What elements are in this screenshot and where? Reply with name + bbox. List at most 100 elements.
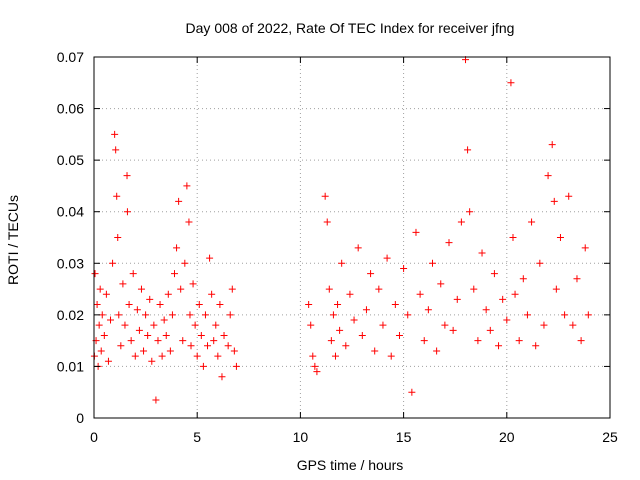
data-point <box>166 347 174 355</box>
data-point <box>193 352 201 360</box>
data-point <box>354 244 362 252</box>
data-point <box>154 337 162 345</box>
data-point <box>183 182 191 190</box>
data-point <box>569 321 577 329</box>
data-point <box>367 270 375 278</box>
data-point <box>173 244 181 252</box>
data-point <box>581 244 589 252</box>
data-point <box>201 311 209 319</box>
data-point <box>362 306 370 314</box>
data-point <box>313 368 321 376</box>
data-point <box>137 285 145 293</box>
data-point <box>445 239 453 247</box>
data-point <box>115 311 123 319</box>
data-point <box>162 331 170 339</box>
data-point <box>503 316 511 324</box>
data-point <box>424 306 432 314</box>
data-point <box>544 172 552 180</box>
data-point <box>109 259 117 267</box>
data-point <box>350 316 358 324</box>
data-point <box>212 321 220 329</box>
data-point <box>210 337 218 345</box>
data-point <box>220 331 228 339</box>
x-tick-label: 20 <box>499 429 515 445</box>
chart-title: Day 008 of 2022, Rate Of TEC Index for r… <box>186 20 515 36</box>
data-point <box>325 285 333 293</box>
data-point <box>511 290 519 298</box>
data-point <box>573 275 581 283</box>
y-tick-label: 0.03 <box>57 255 84 271</box>
y-tick-label: 0.01 <box>57 358 84 374</box>
data-point <box>135 326 143 334</box>
data-point <box>548 141 556 149</box>
data-point <box>100 331 108 339</box>
data-point <box>449 326 457 334</box>
data-point <box>327 337 335 345</box>
data-point <box>346 290 354 298</box>
data-point <box>311 362 319 370</box>
data-point <box>482 306 490 314</box>
data-point <box>191 321 199 329</box>
data-point <box>375 285 383 293</box>
data-point <box>416 290 424 298</box>
data-point <box>111 130 119 138</box>
data-point <box>206 254 214 262</box>
x-tick-labels: 0 5 10 15 20 25 <box>90 429 618 445</box>
data-point <box>404 311 412 319</box>
data-point <box>164 290 172 298</box>
data-point <box>391 301 399 309</box>
data-point <box>509 234 517 241</box>
data-point <box>175 197 183 205</box>
data-point <box>515 337 523 345</box>
data-point <box>96 285 104 293</box>
data-point <box>420 337 428 345</box>
data-point <box>232 362 240 370</box>
data-point <box>499 295 507 303</box>
data-point <box>540 321 548 329</box>
data-point <box>218 373 226 381</box>
data-point <box>321 192 329 200</box>
data-point <box>528 218 536 226</box>
data-point <box>309 352 317 360</box>
data-point <box>453 295 461 303</box>
data-point <box>150 321 158 329</box>
data-point <box>204 342 212 350</box>
data-point <box>121 321 129 329</box>
data-point <box>144 331 152 339</box>
data-point <box>433 347 441 355</box>
x-tick-label: 5 <box>193 429 201 445</box>
data-point <box>129 270 137 278</box>
data-point <box>400 264 408 272</box>
data-point <box>395 331 403 339</box>
data-point <box>428 259 436 267</box>
x-tick-label: 10 <box>293 429 309 445</box>
data-point <box>342 342 350 350</box>
data-point <box>307 321 315 329</box>
data-point <box>550 197 558 205</box>
data-point <box>457 218 465 226</box>
data-point <box>131 352 139 360</box>
data-point <box>437 280 445 288</box>
data-point <box>152 396 160 404</box>
data-point <box>199 362 207 370</box>
data-point <box>486 326 494 334</box>
data-point <box>168 311 176 319</box>
data-point <box>334 301 342 309</box>
data-point <box>338 259 346 267</box>
y-tick-label: 0 <box>76 410 84 426</box>
axis-ticks <box>93 56 611 419</box>
data-point <box>565 192 573 200</box>
y-tick-label: 0.07 <box>57 49 84 65</box>
y-axis-title: ROTI / TECUs <box>5 195 21 285</box>
y-tick-label: 0.06 <box>57 101 84 117</box>
data-point <box>148 357 156 365</box>
data-point <box>216 301 224 309</box>
data-point <box>387 352 395 360</box>
data-point <box>112 146 120 154</box>
data-point <box>123 208 131 216</box>
data-point <box>104 357 112 365</box>
data-point <box>117 342 125 350</box>
data-point <box>478 249 486 257</box>
data-point <box>305 301 313 309</box>
data-point <box>519 275 527 283</box>
